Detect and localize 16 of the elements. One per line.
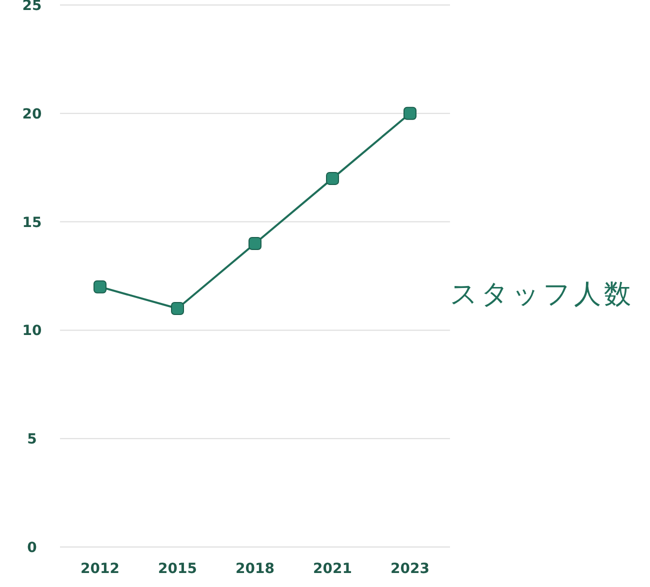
- x-tick-label: 2012: [80, 560, 120, 577]
- x-tick-label: 2023: [390, 560, 430, 577]
- point: [171, 302, 184, 316]
- x-tick-label: 2021: [313, 560, 352, 577]
- y-tick-label: 10: [22, 323, 42, 340]
- y-tick-label: 5: [27, 432, 37, 448]
- y-tick-label: 15: [22, 214, 42, 231]
- point: [404, 106, 416, 120]
- point: [326, 172, 339, 185]
- y-tick-label: 20: [22, 106, 42, 122]
- x-tick-label: 2018: [236, 560, 274, 577]
- x-tick-label: 2015: [158, 560, 197, 577]
- point: [94, 280, 106, 294]
- y-tick-label: 0: [27, 540, 38, 556]
- text: スタッフ人数: [450, 278, 635, 312]
- point: [248, 236, 262, 250]
